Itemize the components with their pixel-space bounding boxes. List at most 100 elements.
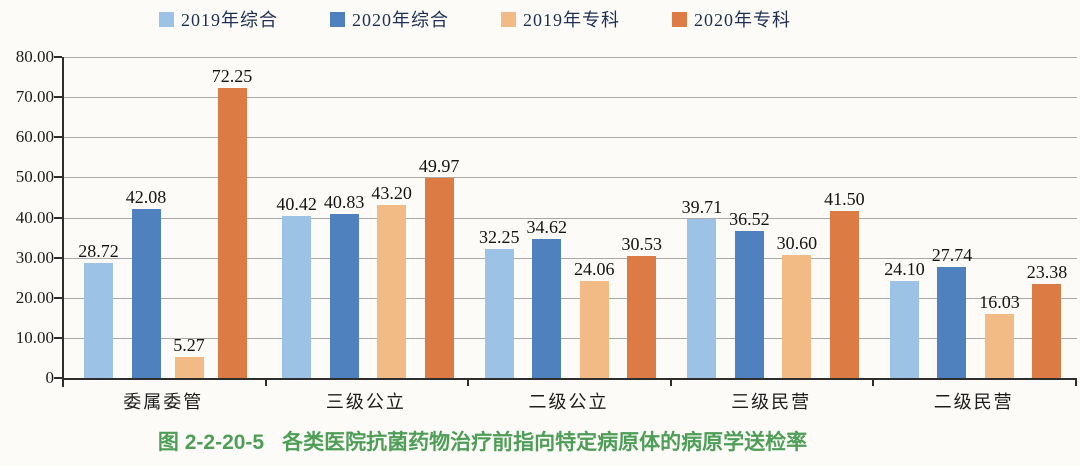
bar-column: 34.62 [526, 57, 567, 378]
x-axis-tick [467, 378, 470, 386]
bar-column: 24.06 [574, 57, 614, 378]
x-axis-tick [264, 378, 267, 386]
y-axis-tick [54, 377, 62, 379]
gridline [64, 177, 1077, 179]
legend-swatch-icon [330, 11, 345, 27]
bar [329, 214, 359, 378]
x-axis-tick [669, 378, 672, 386]
x-axis-label: 三级民营 [731, 392, 812, 412]
bar [424, 177, 454, 378]
bar-column: 24.10 [884, 57, 925, 378]
gridline [64, 297, 1077, 299]
bar-column: 30.53 [621, 57, 662, 378]
bar-column: 16.03 [979, 57, 1020, 378]
x-axis-label: 委属委管 [123, 392, 204, 412]
bar [484, 248, 514, 378]
bar [734, 231, 764, 378]
bar-column: 23.38 [1026, 57, 1068, 378]
legend-swatch-icon [159, 11, 174, 27]
y-axis-label: 60.00 [15, 127, 54, 147]
bar-value-label: 16.03 [979, 291, 1020, 312]
bar-group: 39.71 36.52 30.60 41.50 [672, 57, 875, 378]
gridline [64, 337, 1077, 339]
bar-column: 30.60 [777, 57, 817, 378]
bar-column: 41.50 [824, 57, 865, 378]
bar [687, 218, 717, 378]
x-axis-label: 三级公立 [325, 392, 406, 412]
bar-value-label: 30.53 [621, 233, 662, 254]
legend-item: 2020年综合 [330, 6, 449, 32]
bar [829, 211, 859, 378]
bar [217, 88, 247, 378]
bar [627, 255, 657, 378]
legend-label: 2020年专科 [694, 10, 791, 30]
bar-value-label: 39.71 [681, 196, 723, 217]
plot-area: 28.72 42.08 5.27 72.25 40.42 40.83 43.20 49.97 3… [54, 56, 1077, 387]
gridline [64, 97, 1077, 99]
bar [937, 266, 967, 378]
bar-column: 72.25 [211, 57, 253, 378]
y-axis-tick [54, 136, 62, 139]
bar-value-label: 43.20 [371, 182, 412, 203]
bar-column: 43.20 [371, 57, 412, 378]
bar [532, 239, 562, 378]
bar-column: 32.25 [478, 57, 520, 378]
bar [984, 313, 1014, 378]
y-axis-tick [54, 296, 62, 299]
bar-column: 36.52 [729, 57, 770, 378]
bar-column: 40.42 [276, 57, 317, 378]
gridline [64, 257, 1077, 259]
bar-value-label: 28.72 [78, 240, 119, 261]
bar-value-label: 34.62 [526, 217, 567, 238]
bar-column: 49.97 [419, 57, 459, 378]
bar-value-label: 23.38 [1026, 262, 1068, 283]
legend-swatch-icon [672, 11, 687, 27]
bar-group: 24.10 27.74 16.03 23.38 [874, 57, 1077, 378]
bar-column: 40.83 [323, 57, 365, 378]
bar-value-label: 32.25 [478, 226, 520, 247]
bar-column: 28.72 [78, 57, 119, 378]
bar [131, 209, 161, 378]
legend-item: 2020年专科 [672, 6, 791, 32]
legend-swatch-icon [501, 11, 516, 27]
y-axis-tick [54, 256, 62, 259]
legend-item: 2019年专科 [501, 6, 620, 32]
bar [1032, 284, 1062, 378]
legend-label: 2019年综合 [181, 10, 278, 30]
bar-group: 40.42 40.83 43.20 49.97 [267, 57, 470, 378]
y-axis-label: 40.00 [15, 207, 54, 227]
y-axis-label: 30.00 [15, 247, 54, 267]
chart-legend: 2019年综合 2020年综合 2019年专科 2020年专科 [0, 6, 950, 32]
x-axis-label: 二级公立 [528, 392, 609, 412]
bar [282, 215, 312, 378]
figure-title: 各类医院抗菌药物治疗前指向特定病原体的病原学送检率 [282, 431, 808, 454]
y-axis-tick [54, 96, 62, 99]
y-axis-label: 70.00 [15, 87, 54, 107]
gridline [64, 217, 1077, 219]
y-axis-tick [54, 336, 62, 339]
bar [377, 204, 407, 378]
bar-value-label: 40.83 [323, 192, 365, 213]
x-axis-label: 二级民营 [933, 392, 1014, 412]
y-axis-tick [54, 176, 62, 179]
y-axis-label: 20.00 [15, 287, 54, 307]
x-axis-tick [872, 378, 875, 386]
bar [579, 281, 609, 378]
legend-item: 2019年综合 [159, 6, 278, 32]
bar-column: 27.74 [932, 57, 972, 378]
y-axis-label: 0 [45, 368, 55, 387]
x-axis-tick [1075, 378, 1077, 386]
figure-number: 图 2-2-20-5 [157, 431, 265, 454]
y-axis-label: 10.00 [15, 327, 54, 347]
bar-group: 28.72 42.08 5.27 72.25 [64, 57, 267, 378]
y-axis-label: 80.00 [15, 47, 54, 66]
y-axis-label: 50.00 [15, 167, 54, 187]
bar-value-label: 42.08 [125, 187, 167, 208]
y-axis-tick [54, 216, 62, 219]
bar-value-label: 72.25 [211, 66, 253, 87]
bar [84, 262, 114, 378]
figure-caption: 图 2-2-20-5 各类医院抗菌药物治疗前指向特定病原体的病原学送检率 [0, 426, 965, 456]
bar-value-label: 41.50 [824, 189, 865, 210]
y-axis-tick [54, 56, 62, 58]
